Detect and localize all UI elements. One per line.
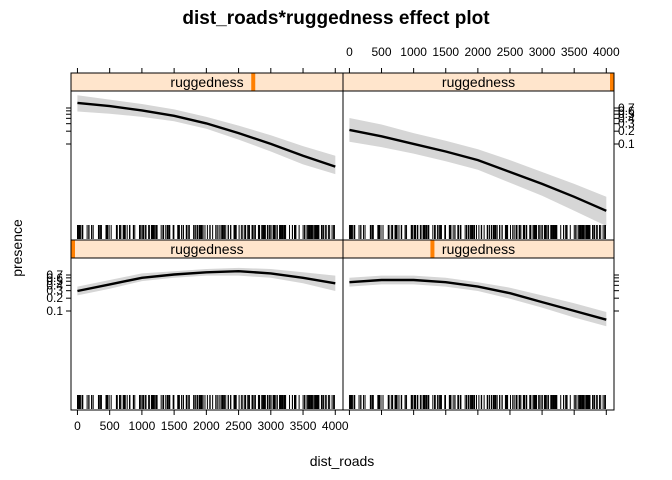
strip-label: ruggedness xyxy=(170,74,243,90)
y-tick-label: 0.2 xyxy=(618,124,635,138)
x-tick-label: 0 xyxy=(74,419,81,433)
x-tick-label: 1500 xyxy=(432,45,459,59)
fit-line xyxy=(77,269,336,293)
x-tick-label: 500 xyxy=(372,45,392,59)
x-tick-label: 3500 xyxy=(290,419,317,433)
x-tick-label: 4000 xyxy=(593,45,620,59)
axes: 0 500 1000 1500 2000 2500 3000 3500 4000 0 500 1000… xyxy=(46,45,635,433)
rug xyxy=(348,225,606,239)
x-tick-label: 3500 xyxy=(561,45,588,59)
outer-frame xyxy=(70,72,615,411)
y-tick-label: 0.5 xyxy=(618,107,635,121)
x-tick-label: 3000 xyxy=(257,419,284,433)
x-tick-label: 1000 xyxy=(400,45,427,59)
x-tick-label: 500 xyxy=(100,419,120,433)
strip-level-marker xyxy=(251,73,256,91)
chart-title: dist_roads*ruggedness effect plot xyxy=(182,8,490,29)
confidence-band xyxy=(349,118,607,226)
y-tick-label: 0.6 xyxy=(618,104,635,118)
confidence-band xyxy=(77,95,336,175)
x-tick-label: 2000 xyxy=(193,419,220,433)
y-tick-label: 0.4 xyxy=(618,111,635,125)
plot-area xyxy=(348,118,607,239)
y-tick-label: 0.2 xyxy=(46,291,63,305)
y-tick-label: 0.4 xyxy=(46,278,63,292)
y-tick-label: 0.3 xyxy=(46,284,63,298)
panel-grid: ruggedness ruggedness ruggedness ruggedness xyxy=(70,72,615,411)
panel-top-left: ruggedness xyxy=(70,72,344,241)
panel-bottom-right: ruggedness xyxy=(342,239,615,411)
x-tick-label: 2500 xyxy=(497,45,524,59)
x-axis-top: 0 500 1000 1500 2000 2500 3000 3500 4000 xyxy=(76,45,620,73)
y-tick-label: 0.1 xyxy=(46,304,63,318)
y-tick-label: 0.7 xyxy=(618,101,635,115)
plot-area xyxy=(348,275,607,409)
x-tick-label: 1500 xyxy=(161,419,188,433)
x-tick-label: 2000 xyxy=(465,45,492,59)
panel-bottom-left: ruggedness xyxy=(70,239,344,411)
x-tick-label: 4000 xyxy=(322,419,349,433)
confidence-band xyxy=(349,275,607,327)
rug xyxy=(77,225,335,239)
x-tick-label: 0 xyxy=(346,45,353,59)
strip-label: ruggedness xyxy=(442,241,515,257)
y-axis-label: presence xyxy=(9,219,25,277)
fit-line xyxy=(349,128,607,212)
rug xyxy=(348,395,606,409)
y-tick-label: 0.1 xyxy=(618,137,635,151)
strip-level-marker xyxy=(430,240,435,258)
y-tick-label: 0.3 xyxy=(618,117,635,131)
strip-label: ruggedness xyxy=(170,241,243,257)
x-tick-label: 1000 xyxy=(129,419,156,433)
x-axis-bottom: 0 500 1000 1500 2000 2500 3000 3500 4000 xyxy=(74,410,607,433)
y-axis-right: 0.10.20.30.40.50.60.7 xyxy=(614,101,635,312)
x-tick-label: 3000 xyxy=(529,45,556,59)
panel-top-right: ruggedness xyxy=(342,72,615,241)
plot-area xyxy=(77,267,336,409)
fit-line xyxy=(349,278,607,321)
strip-level-marker xyxy=(610,73,614,91)
x-axis-label: dist_roads xyxy=(310,453,375,469)
x-tick-label: 2500 xyxy=(225,419,252,433)
y-axis-left: 0.10.20.30.40.50.60.7 xyxy=(46,107,71,318)
y-tick-label: 0.5 xyxy=(46,274,63,288)
confidence-band xyxy=(77,267,336,296)
rug xyxy=(77,395,335,409)
y-tick-label: 0.6 xyxy=(46,271,63,285)
y-tick-label: 0.7 xyxy=(46,268,63,282)
strip-level-marker xyxy=(71,240,75,258)
strip-label: ruggedness xyxy=(442,74,515,90)
fit-line xyxy=(77,101,336,168)
plot-area xyxy=(77,95,336,239)
